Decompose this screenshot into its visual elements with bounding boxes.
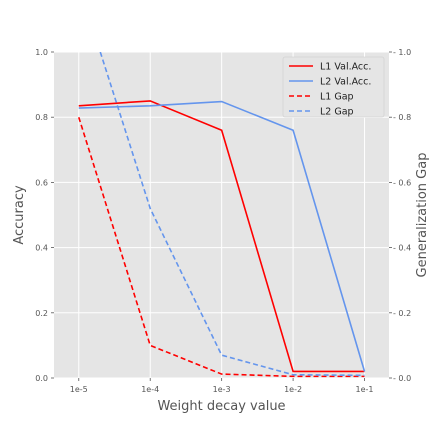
y-axis-label-right: Generalization Gap [415,153,430,278]
y-tick-label: 0.4 [35,244,48,253]
legend-label: L2 Gap [320,107,354,118]
x-tick-label: 1e-4 [141,385,159,394]
x-tick-label: 1e-3 [213,385,231,394]
x-tick-label: 1e-5 [70,385,88,394]
y-axis-label: Accuracy [12,185,27,245]
legend: L1 Val.Acc. L2 Val.Acc. L1 Gap L2 Gap [282,56,385,118]
x-axis-label: Weight decay value [157,399,285,414]
y-tick-label: 0.8 [35,113,48,122]
series-line-l1-val-acc [78,100,365,373]
y-right-tick-label: - 1.0 [393,48,411,57]
y-tick-label: 0.6 [35,178,48,187]
series-line-l2-val-acc [78,100,366,372]
legend-label: L1 Gap [320,92,354,103]
legend-box [282,56,385,118]
legend-label: L2 Val.Acc. [320,77,371,88]
series-line-l1-gap [78,116,365,378]
y-right-tick-label: - 0.4 [393,244,411,253]
y-right-tick-label: - 0.8 [393,113,411,122]
y-tick-label: 1.0 [35,48,48,57]
ticks: 0.0 0.2 0.4 0.6 0.8 1.0 - 0.0 - 0.2 - 0.4 - 0.6 - … [35,48,411,394]
series-lines [78,52,366,378]
series-line-l2-gap [99,52,365,377]
x-tick-label: 1e-1 [356,385,374,394]
legend-label: L1 Val.Acc. [320,62,371,73]
x-tick-label: 1e-2 [284,385,302,394]
y-right-tick-label: - 0.2 [393,309,411,318]
y-tick-label: 0.2 [35,309,48,318]
y-tick-label: 0.0 [35,374,48,383]
y-right-tick-label: - 0.0 [393,374,411,383]
y-right-tick-label: - 0.6 [393,178,411,187]
